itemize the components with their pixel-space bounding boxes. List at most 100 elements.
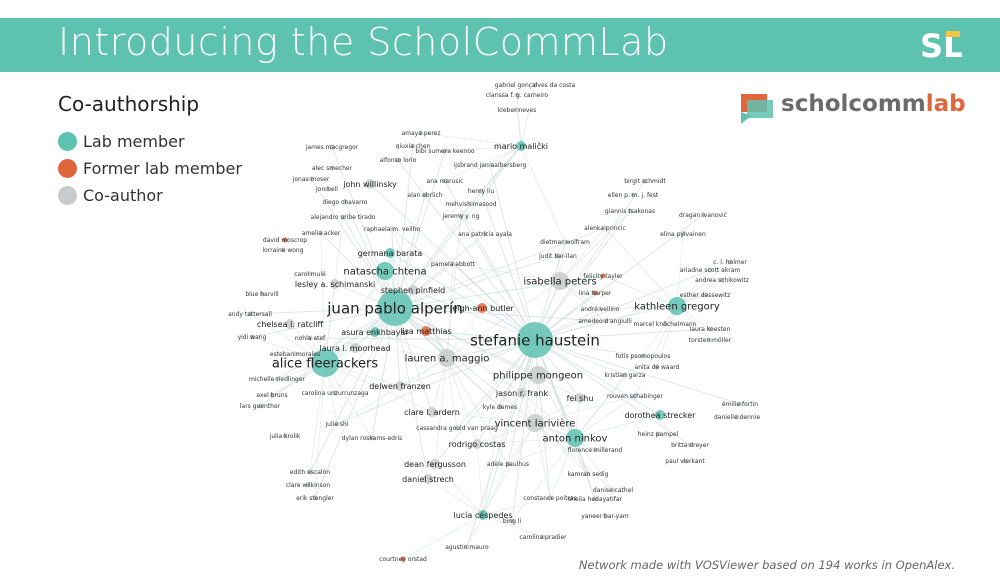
network-node	[427, 407, 437, 417]
node-label: elina pylvainen	[660, 231, 706, 238]
network-node	[340, 214, 346, 220]
node-label: andré vellino	[581, 306, 620, 313]
network-edge	[394, 203, 472, 309]
node-label: adèle paulhus	[487, 461, 529, 468]
brand-prefix: scholcomm	[781, 91, 926, 117]
network-node	[257, 403, 263, 409]
node-label: lucía céspedes	[453, 510, 512, 520]
network-edge	[520, 145, 566, 243]
network-node	[602, 513, 608, 519]
network-edge	[394, 150, 446, 309]
network-node	[602, 225, 608, 231]
node-label: julie shi	[325, 421, 349, 428]
sl-logo-icon: SL	[920, 27, 962, 63]
network-edge	[446, 357, 509, 465]
node-label: dylan roskams-edris	[342, 435, 403, 442]
node-label: andy tattersall	[228, 311, 272, 318]
node-label: chelsea l. ratcliff	[257, 320, 324, 329]
network-edge	[434, 463, 484, 516]
lab-member-swatch	[58, 132, 77, 151]
network-node	[438, 349, 456, 367]
node-label: anita de waard	[635, 364, 680, 371]
network-edge	[427, 478, 484, 516]
node-label: michelle riedlinger	[249, 376, 306, 383]
network-node	[642, 178, 648, 184]
network-node	[307, 335, 313, 341]
legend-item-co-author: Co-author	[58, 182, 242, 209]
network-node	[259, 291, 265, 297]
network-node	[342, 199, 348, 205]
network-edge	[520, 84, 536, 147]
node-label: julia krolik	[269, 433, 301, 440]
network-node	[687, 442, 693, 448]
network-node	[400, 556, 406, 562]
node-label: ana patricia ayala	[458, 231, 512, 238]
network-edge	[446, 215, 462, 359]
network-node	[249, 334, 255, 340]
network-node	[369, 435, 375, 441]
network-edge	[276, 307, 396, 380]
network-edge	[460, 215, 536, 341]
network-edge	[549, 437, 576, 499]
network-node	[526, 414, 544, 432]
network-edge	[420, 132, 522, 147]
network-edge	[489, 145, 522, 166]
node-label: cassandra gould van praag	[416, 425, 498, 432]
node-label: germana barata	[358, 249, 423, 258]
network-edge	[534, 422, 551, 499]
node-label: danise cathel	[593, 487, 634, 494]
network-node	[410, 143, 416, 149]
network-edge	[534, 328, 711, 341]
network-edge	[331, 146, 396, 309]
network-edge	[446, 357, 458, 429]
legend-item-lab-member: Lab member	[58, 128, 242, 155]
network-edge	[574, 395, 636, 439]
network-edge	[309, 362, 326, 473]
network-edge	[634, 305, 678, 397]
network-edge	[559, 210, 631, 282]
node-label: alenka princic	[584, 225, 626, 232]
node-label: birgit schmidt	[624, 178, 666, 185]
network-node	[602, 318, 608, 324]
network-labels: juan pablo alperín stefanie haustein alice…	[228, 82, 760, 563]
network-node	[610, 487, 616, 493]
network-node	[719, 277, 725, 283]
network-node	[318, 230, 324, 236]
network-edge	[476, 437, 576, 445]
network-edge	[604, 305, 678, 322]
network-edge	[507, 437, 576, 465]
network-node	[655, 431, 661, 437]
network-node	[655, 410, 665, 420]
legend-item-former-lab-member: Former lab member	[58, 155, 242, 182]
network-edge	[446, 357, 501, 408]
network-edge	[394, 145, 522, 309]
node-label: jeremy y. ng	[442, 213, 480, 220]
node-label: erik stengler	[296, 495, 334, 502]
network-edge	[434, 357, 448, 465]
node-label: ijsbrand jan aalbersberg	[454, 162, 527, 169]
node-label: edith escalón	[290, 469, 330, 476]
network-node	[421, 326, 431, 336]
network-edge	[394, 307, 433, 413]
network-node	[376, 262, 394, 280]
network-edge	[431, 357, 448, 413]
node-label: carol mulé	[294, 271, 326, 278]
network-node	[640, 353, 646, 359]
network-node	[682, 458, 688, 464]
network-edge	[324, 362, 433, 413]
network-node	[707, 267, 713, 273]
network-node	[430, 459, 440, 469]
node-label: yaneer bar-yam	[581, 513, 629, 520]
network-edge	[394, 145, 414, 309]
network-node	[478, 510, 488, 520]
node-label: qiuxia chen	[396, 143, 431, 150]
network-edge	[534, 210, 631, 341]
network-edge	[534, 214, 704, 341]
node-label: c. l. holmer	[713, 259, 747, 266]
node-label: blue harvill	[245, 291, 279, 298]
node-label: yidi wang	[238, 334, 267, 341]
network-node	[700, 212, 706, 218]
node-label: alan ebrlich	[407, 192, 442, 199]
network-node	[482, 231, 488, 237]
network-node	[282, 237, 288, 243]
